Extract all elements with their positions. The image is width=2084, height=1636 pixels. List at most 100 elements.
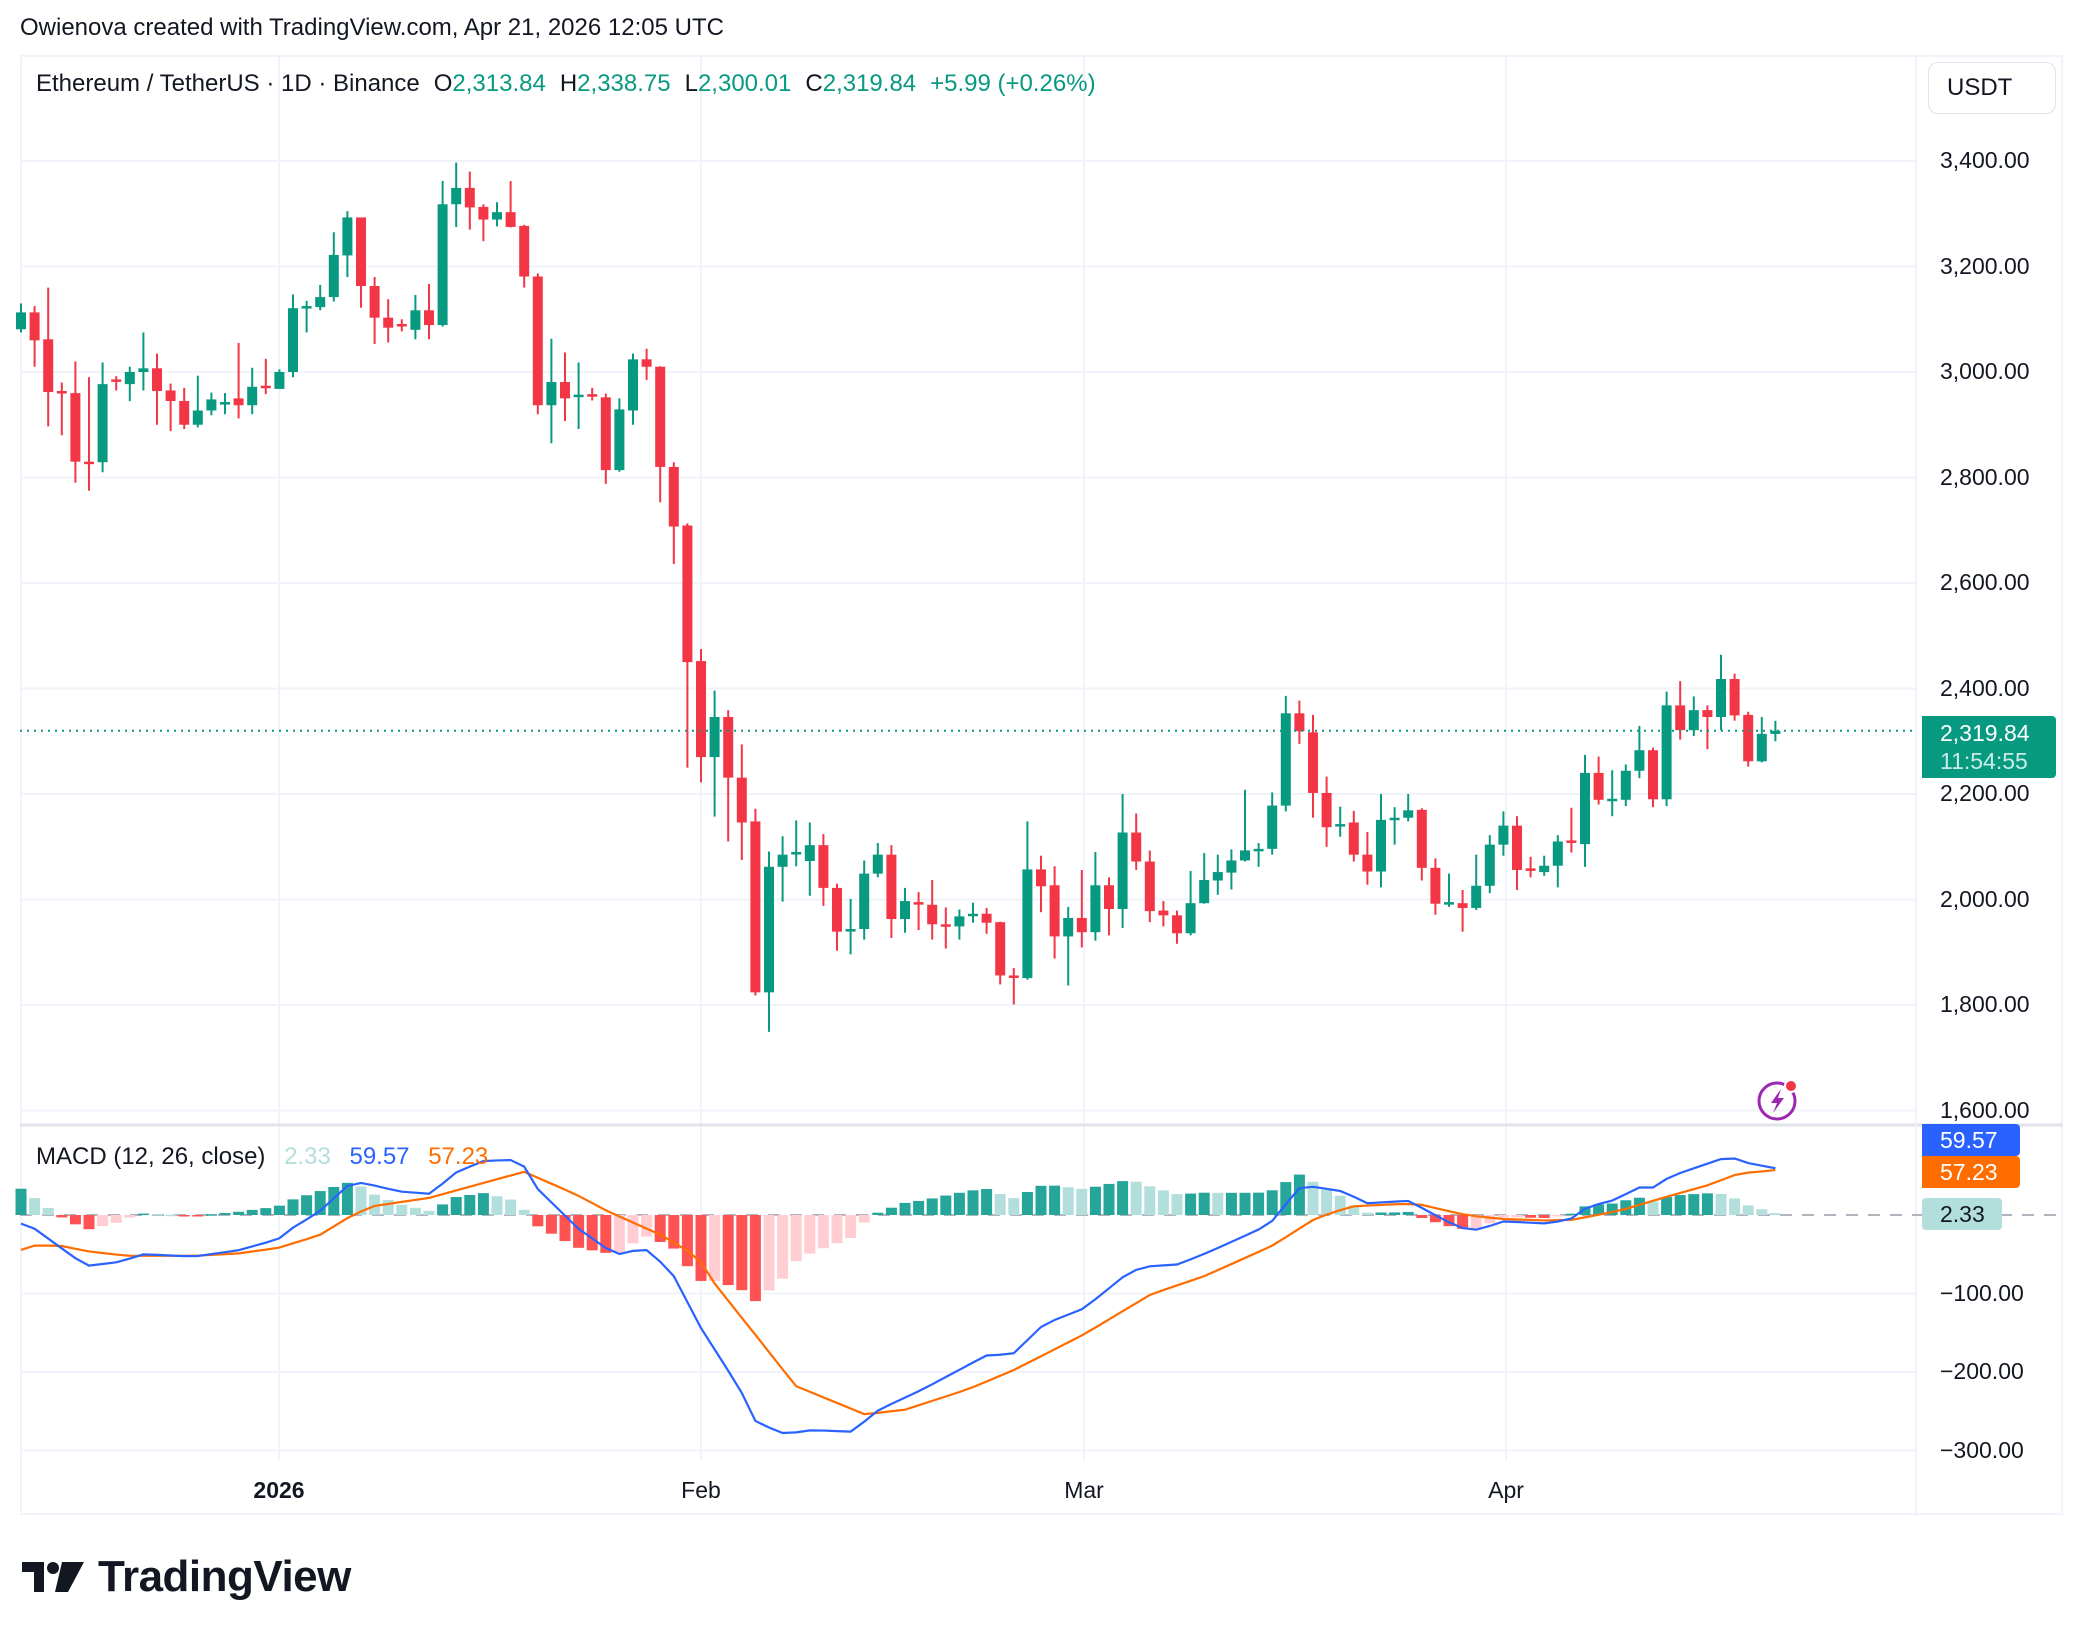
candle (600, 393, 611, 484)
histogram-bar (831, 1215, 843, 1244)
histogram-bar (926, 1198, 938, 1215)
candle (152, 353, 162, 425)
candle (1484, 835, 1495, 894)
alert-lightning-icon[interactable] (1756, 1076, 1802, 1127)
macd-histogram (15, 1174, 1781, 1302)
histogram-bar (1565, 1213, 1577, 1216)
histogram-bar (967, 1190, 979, 1215)
histogram-bar (695, 1215, 707, 1281)
macd-signal-line (20, 1168, 1776, 1416)
candle (736, 744, 747, 860)
candle (70, 361, 81, 483)
histogram-bar (409, 1207, 421, 1215)
histogram-bar (1280, 1182, 1292, 1215)
candle (492, 202, 502, 227)
last-price-badge: 2,319.84 11:54:55 (1922, 716, 2056, 778)
price-axis-label: 3,000.00 (1940, 358, 2030, 384)
candle (968, 902, 978, 923)
histogram-bar (600, 1215, 612, 1253)
close-value: 2,319.84 (822, 70, 917, 97)
histogram-bar (1429, 1215, 1441, 1223)
macd-value-badge: 59.57 (1922, 1124, 2020, 1156)
candle (1743, 711, 1754, 767)
histogram-bar (355, 1186, 367, 1215)
currency-button[interactable]: USDT (1928, 62, 2056, 114)
candle (383, 299, 394, 343)
histogram-value-badge: 2.33 (1922, 1198, 2002, 1230)
histogram-bar (219, 1213, 231, 1215)
histogram-bar (1321, 1189, 1333, 1215)
candle (43, 287, 54, 427)
candle (804, 822, 815, 896)
candle (900, 887, 910, 933)
histogram-bar (1457, 1215, 1469, 1229)
candle (682, 523, 693, 768)
histogram-bar (845, 1215, 857, 1239)
candle (1444, 873, 1454, 907)
histogram-bar (1497, 1215, 1509, 1218)
price-axis-label: 1,800.00 (1940, 991, 2030, 1017)
histogram-bar (1076, 1188, 1088, 1215)
histogram-bar (1701, 1193, 1713, 1215)
candle (628, 353, 638, 425)
candle (1648, 747, 1658, 808)
candle (1716, 654, 1726, 731)
candle (206, 392, 217, 416)
histogram-bar (151, 1214, 163, 1216)
candle (1525, 856, 1536, 878)
candle (954, 909, 965, 940)
histogram-bar (1606, 1203, 1618, 1215)
candle (342, 211, 353, 278)
open-value: 2,313.84 (452, 70, 546, 97)
candle (1008, 968, 1019, 1005)
histogram-bar (1117, 1181, 1129, 1215)
histogram-bar (1756, 1209, 1768, 1215)
bar-countdown: 11:54:55 (1940, 748, 2028, 774)
grid-lines (20, 56, 1916, 1460)
histogram-bar (749, 1215, 761, 1302)
histogram-bar (233, 1211, 245, 1215)
macd-value: 59.57 (349, 1143, 410, 1170)
histogram-bar (301, 1195, 313, 1215)
histogram-bar (1334, 1195, 1346, 1215)
histogram-bar (817, 1215, 829, 1249)
histogram-bar (1035, 1185, 1047, 1215)
histogram-bar (885, 1207, 897, 1215)
candle (995, 921, 1006, 985)
histogram-bar (273, 1205, 285, 1215)
candle (396, 319, 407, 332)
histogram-bar (464, 1194, 476, 1215)
symbol-title[interactable]: Ethereum / TetherUS · 1D · Binance (36, 70, 420, 97)
candle (1226, 849, 1237, 890)
price-axis-label: 2,400.00 (1940, 674, 2030, 701)
histogram-bar (1293, 1174, 1305, 1215)
histogram-bar (1089, 1186, 1101, 1215)
candle (1131, 813, 1142, 870)
macd-legend[interactable]: MACD (12, 26, close) 2.33 59.57 57.23 (36, 1143, 488, 1171)
tradingview-logo[interactable]: TradingView (22, 1552, 351, 1602)
candle (709, 690, 720, 817)
open-label: O (433, 70, 453, 97)
histogram-bar (709, 1215, 721, 1281)
candle (274, 369, 285, 389)
candle (179, 387, 190, 429)
histogram-bar (586, 1215, 598, 1251)
histogram-bar (1144, 1186, 1156, 1215)
macd-title[interactable]: MACD (12, 26, close) (36, 1143, 266, 1170)
histogram-bar (545, 1215, 557, 1234)
tradingview-logo-text: TradingView (98, 1552, 351, 1601)
candle (777, 836, 788, 902)
histogram-bar (328, 1186, 340, 1215)
candle (1335, 806, 1346, 837)
candle (1199, 853, 1210, 904)
symbol-legend[interactable]: Ethereum / TetherUS · 1D · Binance O 2,31… (36, 70, 1096, 98)
candle (220, 393, 230, 415)
candle (165, 383, 176, 432)
histogram-bar (1633, 1197, 1645, 1215)
candle (1430, 858, 1441, 915)
candle (845, 898, 856, 955)
signal-value-badge: 57.23 (1922, 1156, 2020, 1188)
candle (84, 377, 94, 491)
histogram-bar (1103, 1183, 1115, 1215)
